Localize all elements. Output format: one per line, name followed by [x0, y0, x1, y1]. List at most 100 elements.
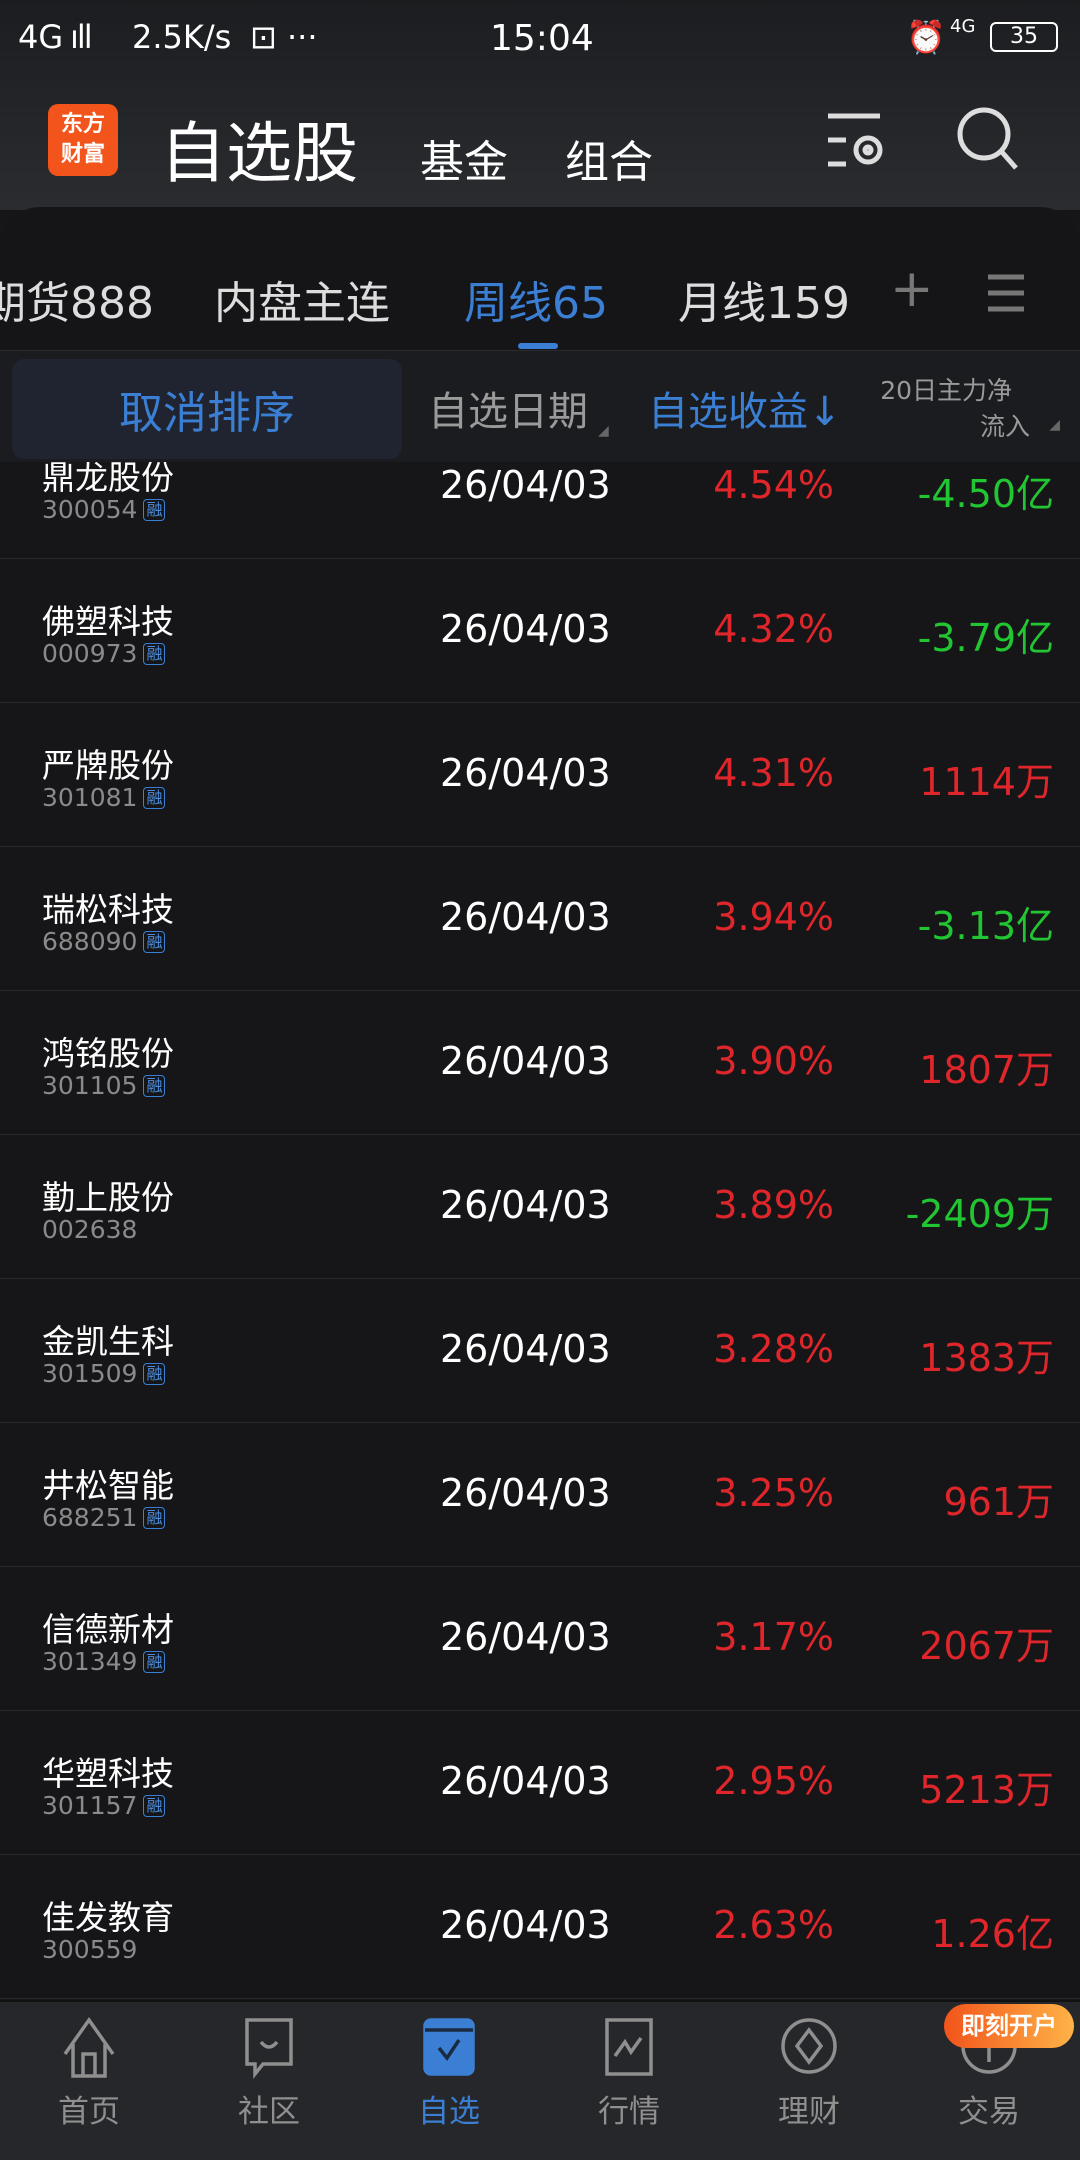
- return-value: 3.25%: [713, 1471, 834, 1515]
- network-type: 4G: [18, 18, 64, 56]
- nav-label: 首页: [58, 2094, 120, 2130]
- active-tab-indicator: [518, 343, 558, 349]
- stock-code-wrap: 300054 融: [42, 495, 166, 524]
- tab-weekly[interactable]: 周线65: [464, 278, 608, 329]
- stock-code: 301509: [42, 1359, 138, 1388]
- stock-row[interactable]: 瑞松科技 688090 融 26/04/03 3.94% -3.13亿: [0, 847, 1080, 991]
- page-title[interactable]: 自选股: [160, 115, 358, 192]
- bottom-nav: 首页 社区 自选 行情 理财 交易: [0, 2000, 1080, 2160]
- app-logo: 东方财富: [48, 104, 118, 176]
- stock-code: 688090: [42, 927, 138, 956]
- stock-row[interactable]: 华塑科技 301157 融 26/04/03 2.95% 5213万: [0, 1711, 1080, 1855]
- home-icon: [63, 2016, 115, 2078]
- signal-icon: ıll: [70, 18, 93, 56]
- margin-badge: 融: [143, 1794, 166, 1817]
- network-type-right: 4G: [950, 16, 976, 37]
- return-value: 3.28%: [713, 1327, 834, 1371]
- sort-bar: 取消排序 自选日期 ◢ 自选收益↓ 20日主力净 流入 ◢: [0, 350, 1080, 462]
- settings-icon[interactable]: [826, 110, 892, 170]
- tab-monthly[interactable]: 月线159: [678, 278, 850, 329]
- margin-badge: 融: [143, 786, 166, 809]
- return-value: 3.17%: [713, 1615, 834, 1659]
- market-icon: [605, 2018, 653, 2076]
- open-account-badge[interactable]: 即刻开户: [944, 2004, 1074, 2048]
- top-bar: 4G ıll 2.5K/s ⊡ ··· 15:04 ⏰ 4G 35 东方财富 自…: [0, 0, 1080, 210]
- stock-code: 301105: [42, 1071, 138, 1100]
- stock-row[interactable]: 金凯生科 301509 融 26/04/03 3.28% 1383万: [0, 1279, 1080, 1423]
- stock-row[interactable]: 信德新材 301349 融 26/04/03 3.17% 2067万: [0, 1567, 1080, 1711]
- added-date: 26/04/03: [440, 1183, 611, 1227]
- search-icon[interactable]: [956, 106, 1022, 172]
- stock-code: 300559: [42, 1935, 138, 1964]
- col-return[interactable]: 自选收益↓: [648, 389, 842, 435]
- nav-item[interactable]: 理财: [734, 2014, 884, 2131]
- watchlist-panel: 期货888 内盘主连 周线65 月线159 + 取消排序 自选日期 ◢ 自选收益…: [0, 207, 1080, 462]
- nav-item[interactable]: 社区: [194, 2014, 344, 2131]
- stock-code: 301349: [42, 1647, 138, 1676]
- col-flow-line2[interactable]: 流入: [979, 412, 1030, 441]
- net-inflow-value: 1.26亿: [931, 1912, 1054, 1956]
- cancel-sort-button[interactable]: 取消排序: [12, 359, 402, 459]
- stock-row[interactable]: 佳发教育 300559 26/04/03 2.63% 1.26亿: [0, 1855, 1080, 1999]
- col-date[interactable]: 自选日期: [428, 389, 588, 435]
- stock-code-wrap: 688090 融: [42, 927, 166, 956]
- stock-code-wrap: 002638: [42, 1215, 137, 1244]
- stock-name: 井松智能: [42, 1466, 174, 1505]
- net-inflow-value: 1114万: [919, 760, 1054, 804]
- added-date: 26/04/03: [440, 895, 611, 939]
- stock-code: 688251: [42, 1503, 138, 1532]
- return-value: 4.31%: [713, 751, 834, 795]
- return-value: 3.94%: [713, 895, 834, 939]
- add-group-icon[interactable]: +: [890, 259, 934, 319]
- alarm-icon: ⏰: [906, 18, 946, 56]
- tab-futures[interactable]: 期货888: [0, 278, 154, 329]
- return-value: 3.90%: [713, 1039, 834, 1083]
- sort-triangle-icon: ◢: [598, 423, 609, 439]
- stock-code: 002638: [42, 1215, 138, 1244]
- col-flow-line1[interactable]: 20日主力净: [880, 376, 1012, 405]
- stock-row[interactable]: 佛塑科技 000973 融 26/04/03 4.32% -3.79亿: [0, 559, 1080, 703]
- stock-name: 鸿铭股份: [42, 1034, 174, 1073]
- net-inflow-value: -4.50亿: [917, 472, 1054, 516]
- stock-name: 华塑科技: [42, 1754, 174, 1793]
- stock-name: 严牌股份: [42, 746, 174, 785]
- nav-label: 自选: [418, 2094, 480, 2130]
- menu-icon[interactable]: [988, 273, 1024, 313]
- nav-item[interactable]: 自选: [374, 2014, 524, 2131]
- stock-row[interactable]: 井松智能 688251 融 26/04/03 3.25% 961万: [0, 1423, 1080, 1567]
- stock-code: 301081: [42, 783, 138, 812]
- nav-label: 理财: [778, 2094, 840, 2130]
- return-value: 2.95%: [713, 1759, 834, 1803]
- margin-badge: 融: [143, 1362, 166, 1385]
- stock-row[interactable]: 鸿铭股份 301105 融 26/04/03 3.90% 1807万: [0, 991, 1080, 1135]
- stock-code-wrap: 688251 融: [42, 1503, 166, 1532]
- added-date: 26/04/03: [440, 751, 611, 795]
- nav-item[interactable]: 行情: [554, 2014, 704, 2131]
- net-inflow-value: 1383万: [919, 1336, 1054, 1380]
- return-value: 4.54%: [713, 463, 834, 507]
- added-date: 26/04/03: [440, 1759, 611, 1803]
- notification-icons: ⊡ ···: [250, 18, 318, 56]
- return-value: 3.89%: [713, 1183, 834, 1227]
- stock-name: 瑞松科技: [42, 890, 174, 929]
- stock-code-wrap: 300559: [42, 1935, 137, 1964]
- nav-label: 交易: [958, 2094, 1020, 2130]
- stock-name: 鼎龙股份: [42, 458, 174, 497]
- tab-domestic-main[interactable]: 内盘主连: [214, 278, 390, 329]
- stock-row[interactable]: 勤上股份 002638 26/04/03 3.89% -2409万: [0, 1135, 1080, 1279]
- margin-badge: 融: [143, 930, 166, 953]
- added-date: 26/04/03: [440, 463, 611, 507]
- added-date: 26/04/03: [440, 607, 611, 651]
- tab-portfolio[interactable]: 组合: [565, 137, 653, 188]
- nav-item[interactable]: 首页: [14, 2014, 164, 2131]
- tab-fund[interactable]: 基金: [420, 137, 508, 188]
- stock-row[interactable]: 严牌股份 301081 融 26/04/03 4.31% 1114万: [0, 703, 1080, 847]
- margin-badge: 融: [143, 642, 166, 665]
- added-date: 26/04/03: [440, 1327, 611, 1371]
- stock-code-wrap: 301509 融: [42, 1359, 166, 1388]
- battery-icon: 35: [990, 22, 1058, 52]
- return-value: 4.32%: [713, 607, 834, 651]
- added-date: 26/04/03: [440, 1903, 611, 1947]
- margin-badge: 融: [143, 1506, 166, 1529]
- margin-badge: 融: [143, 498, 166, 521]
